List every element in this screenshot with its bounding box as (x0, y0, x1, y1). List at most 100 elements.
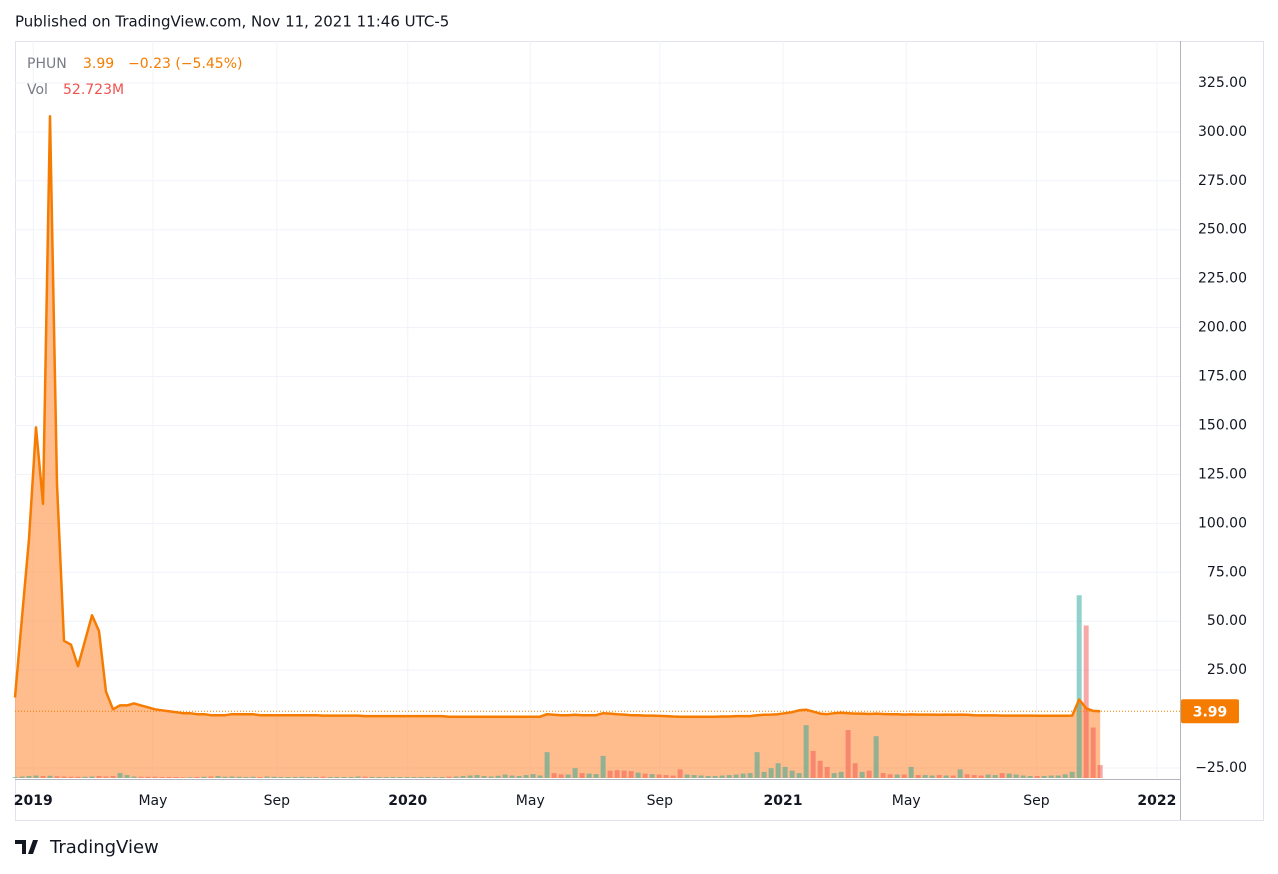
volume-bar (264, 776, 270, 778)
y-tick-label: 300.00 (1198, 124, 1247, 140)
volume-bar (1013, 774, 1019, 778)
y-tick-label: 275.00 (1198, 173, 1247, 189)
volume-bar (362, 776, 368, 778)
x-tick-label: 2022 (1137, 793, 1176, 809)
volume-bar (530, 774, 536, 778)
volume-bar (222, 776, 228, 778)
volume-bar (313, 777, 319, 778)
volume-bar (502, 774, 508, 778)
y-tick-label: 25.00 (1207, 662, 1247, 678)
volume-bar (446, 776, 452, 778)
volume-bar (425, 777, 431, 778)
volume-bar (908, 766, 914, 778)
y-tick-label: 200.00 (1198, 320, 1247, 336)
y-tick-label: 75.00 (1207, 564, 1247, 580)
x-tick-label: May (516, 793, 545, 809)
legend-volume-value: 52.723M (63, 82, 124, 98)
volume-bar (306, 777, 312, 778)
volume-bar (376, 777, 382, 778)
volume-bar (831, 773, 837, 778)
volume-bar (1076, 595, 1082, 778)
volume-bar (432, 777, 438, 778)
volume-bar (250, 776, 256, 778)
volume-bar (537, 775, 543, 778)
volume-bar (299, 776, 305, 778)
volume-bar (635, 772, 641, 778)
y-tick-label: 150.00 (1198, 417, 1247, 433)
logo-text: TradingView (49, 837, 159, 858)
volume-bar (404, 777, 410, 778)
volume-bar (418, 777, 424, 778)
volume-bar (852, 763, 858, 778)
volume-bar (397, 777, 403, 778)
volume-bar (96, 776, 102, 778)
legend-last: 3.99 (83, 56, 114, 72)
volume-bar (558, 774, 564, 778)
volume-bar (873, 736, 879, 778)
volume-bar (341, 777, 347, 778)
legend-symbol: PHUN (27, 56, 67, 72)
volume-bar (68, 776, 74, 778)
volume-bar (915, 775, 921, 778)
y-tick-label: 50.00 (1207, 613, 1247, 629)
volume-bar (922, 775, 928, 778)
grid (15, 41, 1180, 778)
volume-bar (257, 777, 263, 778)
volume-bar (89, 776, 95, 778)
volume-bar (929, 775, 935, 778)
volume-bar (117, 773, 123, 778)
volume-bar (124, 775, 130, 778)
volume-bar (656, 774, 662, 778)
volume-bar (726, 775, 732, 778)
volume-bar (152, 776, 158, 778)
x-tick-label: May (892, 793, 921, 809)
volume-bar (593, 774, 599, 778)
volume-bar (278, 777, 284, 778)
volume-bar (285, 777, 291, 778)
volume-bar (54, 776, 60, 778)
volume-bar (243, 777, 249, 778)
volume-bar (761, 771, 767, 778)
volume-bar (894, 774, 900, 778)
volume-bar (649, 774, 655, 778)
volume-bar (110, 776, 116, 778)
volume-bar (355, 776, 361, 778)
volume-bar (439, 777, 445, 778)
area (15, 116, 1101, 778)
legend-change: −0.23 (−5.45%) (128, 56, 242, 72)
volume-bar (838, 771, 844, 778)
volume-bar (712, 776, 718, 778)
volume-bar (509, 775, 515, 778)
last-price-label: 3.99 (1193, 704, 1228, 720)
volume-bar (61, 776, 67, 778)
volume-bar (950, 775, 956, 778)
volume-bar (670, 775, 676, 778)
volume-bar (383, 777, 389, 778)
volume-bar (453, 776, 459, 778)
volume-bar (1034, 776, 1040, 778)
y-tick-label: 125.00 (1198, 466, 1247, 482)
volume-bar (810, 750, 816, 778)
volume-bar (145, 776, 151, 778)
volume-bar (880, 773, 886, 778)
volume-bar (600, 755, 606, 778)
y-tick-label: 325.00 (1198, 75, 1247, 91)
volume-bar (1006, 773, 1012, 778)
volume-bar (369, 777, 375, 778)
volume-bar (775, 763, 781, 778)
volume-bar (166, 777, 172, 778)
volume-bar (887, 774, 893, 778)
volume-bar (390, 777, 396, 778)
volume-bar (1062, 774, 1068, 778)
volume-bar (320, 776, 326, 778)
volume-bar (754, 752, 760, 778)
volume-bar (173, 777, 179, 778)
last-price-badge (1181, 699, 1239, 724)
volume-bar (964, 774, 970, 778)
volume-bar (47, 775, 53, 778)
volume-bar (411, 777, 417, 778)
volume-bar (719, 775, 725, 778)
volume-bar (201, 776, 207, 778)
